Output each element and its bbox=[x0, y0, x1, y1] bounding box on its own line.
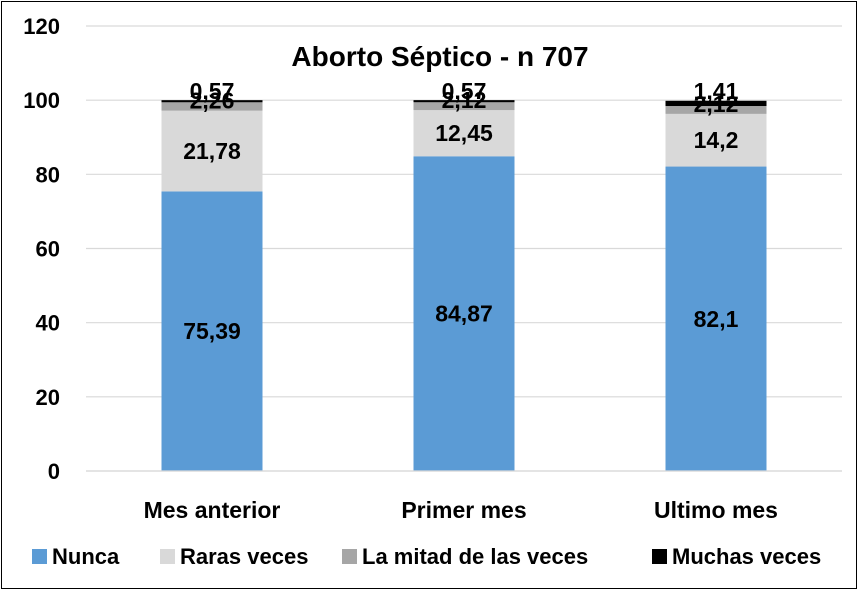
y-tick-label: 40 bbox=[36, 311, 60, 336]
data-label-la-mitad-de-las-veces-3: 2,12 bbox=[694, 91, 739, 117]
legend-label-la-mitad-de-las-veces: La mitad de las veces bbox=[362, 544, 588, 569]
y-tick-label: 60 bbox=[36, 237, 60, 262]
bar-la-mitad-de-las-veces-1 bbox=[161, 102, 263, 111]
x-category-label: Primer mes bbox=[401, 497, 526, 523]
x-category-label: Mes anterior bbox=[144, 497, 281, 523]
bar-muchas-veces-1 bbox=[161, 100, 263, 103]
legend-swatch-nunca bbox=[32, 549, 47, 564]
data-label-la-mitad-de-las-veces-1: 2,26 bbox=[190, 88, 235, 114]
data-label-nunca-1: 75,39 bbox=[183, 318, 241, 344]
data-label-muchas-veces-3: 1,41 bbox=[694, 78, 739, 104]
data-label-raras-veces-1: 21,78 bbox=[183, 138, 241, 164]
legend-swatch-muchas-veces bbox=[652, 549, 667, 564]
legend-swatch-raras-veces bbox=[160, 549, 175, 564]
bar-raras-veces-3 bbox=[665, 113, 767, 167]
bar-muchas-veces-2 bbox=[413, 100, 515, 103]
bar-muchas-veces-3 bbox=[665, 100, 767, 107]
legend-label-nunca: Nunca bbox=[52, 544, 120, 569]
y-axis: 0 20 40 60 80 100 120 bbox=[23, 14, 60, 484]
x-category-label: Ultimo mes bbox=[654, 497, 778, 523]
data-label-muchas-veces-1: 0,57 bbox=[190, 78, 235, 104]
chart-title: Aborto Séptico - n 707 bbox=[291, 41, 588, 72]
bar-nunca-2 bbox=[413, 156, 515, 471]
data-label-raras-veces-3: 14,2 bbox=[694, 127, 739, 153]
bar-la-mitad-de-las-veces-3 bbox=[665, 106, 767, 114]
data-label-nunca-2: 84,87 bbox=[435, 301, 493, 327]
bar-la-mitad-de-las-veces-2 bbox=[413, 102, 515, 111]
y-tick-label: 20 bbox=[36, 385, 60, 410]
data-label-raras-veces-2: 12,45 bbox=[435, 120, 493, 146]
bar-nunca-1 bbox=[161, 191, 263, 471]
legend-label-muchas-veces: Muchas veces bbox=[672, 544, 821, 569]
y-tick-label: 100 bbox=[23, 88, 60, 113]
bars: 75,3921,782,260,5784,8712,452,120,5782,1… bbox=[161, 78, 767, 471]
x-axis: Mes anterior Primer mes Ultimo mes bbox=[86, 470, 842, 523]
y-tick-label: 120 bbox=[23, 14, 60, 39]
legend-label-raras-veces: Raras veces bbox=[180, 544, 308, 569]
y-tick-label: 0 bbox=[48, 459, 60, 484]
bar-nunca-3 bbox=[665, 166, 767, 471]
data-label-la-mitad-de-las-veces-2: 2,12 bbox=[442, 87, 487, 113]
legend: Nunca Raras veces La mitad de las veces Muc… bbox=[32, 544, 821, 569]
bar-raras-veces-2 bbox=[413, 110, 515, 157]
data-label-muchas-veces-2: 0,57 bbox=[442, 78, 487, 104]
y-tick-label: 80 bbox=[36, 162, 60, 187]
data-label-nunca-3: 82,1 bbox=[694, 306, 739, 332]
bar-raras-veces-1 bbox=[161, 110, 263, 192]
legend-swatch-la-mitad-de-las-veces bbox=[342, 549, 357, 564]
